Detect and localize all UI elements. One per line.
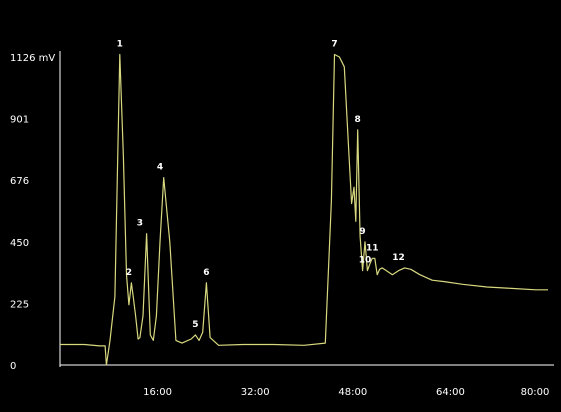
peak-label: 12 [392, 253, 405, 263]
peak-label: 2 [126, 268, 132, 278]
peak-label: 1 [117, 40, 123, 50]
peak-label: 3 [137, 219, 143, 229]
x-tick-label: 32:00 [241, 387, 270, 398]
x-tick-label: 48:00 [338, 387, 367, 398]
peak-label: 8 [355, 115, 361, 125]
peak-label: 10 [359, 256, 372, 266]
peak-label: 6 [203, 268, 209, 278]
y-tick-label: 0 [10, 361, 16, 372]
y-tick-label: 450 [10, 238, 29, 249]
x-tick-label: 80:00 [521, 387, 550, 398]
y-tick-label: 676 [10, 176, 29, 187]
x-tick-label: 16:00 [143, 387, 172, 398]
chromatogram-trace [60, 53, 548, 366]
peak-label: 4 [157, 163, 163, 173]
peak-label: 9 [359, 227, 365, 237]
peak-label: 5 [192, 320, 198, 330]
y-tick-label: 1126 mV [10, 53, 55, 64]
y-tick-label: 225 [10, 299, 29, 310]
x-tick-label: 64:00 [436, 387, 465, 398]
peak-label: 11 [366, 243, 379, 253]
peak-label: 7 [331, 40, 337, 50]
y-tick-label: 901 [10, 115, 29, 126]
